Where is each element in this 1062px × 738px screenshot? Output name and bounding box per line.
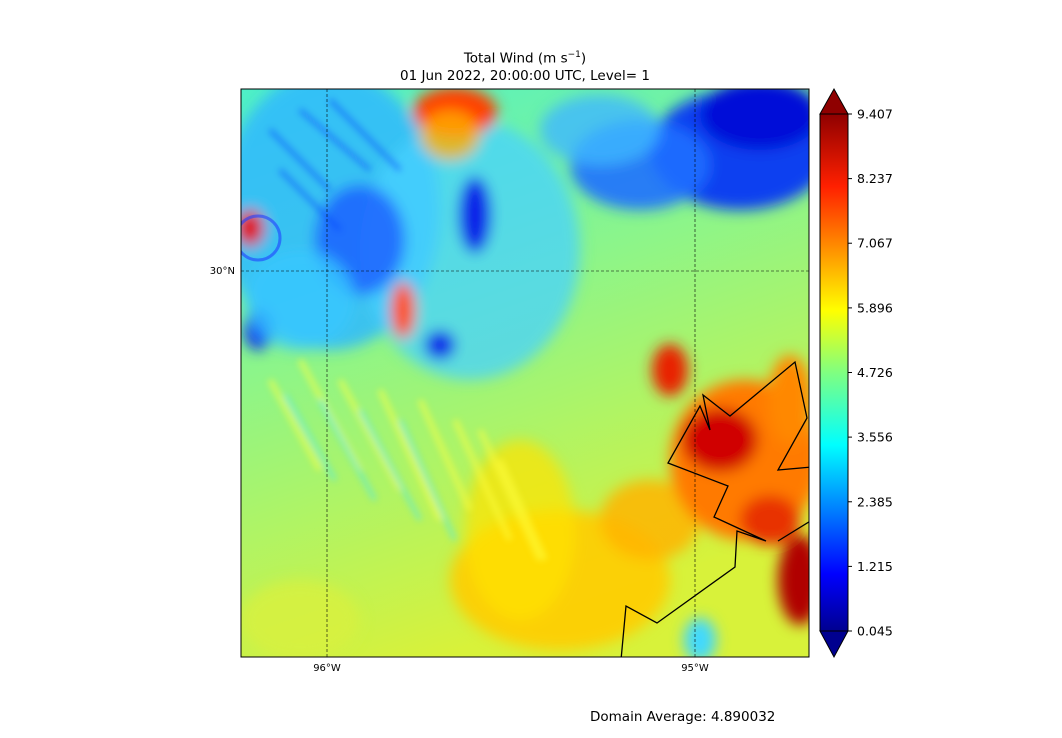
colorbar-bar [819,113,849,632]
colorbar-tick-label: 1.215 [857,559,893,574]
domain-average: Domain Average: 4.890032 [590,709,776,725]
colorbar-ticks: 9.407 8.237 7.067 5.896 4.726 3.556 2.385 1.215… [848,107,893,639]
colorbar-tick-label: 9.407 [857,107,893,122]
colorbar-tick-label: 7.067 [857,236,893,251]
colorbar-tick-label: 3.556 [857,430,893,445]
colorbar-tick-label: 0.045 [857,624,893,639]
colorbar-extend-max [819,87,849,115]
lat-label-30n: 30°N [210,266,235,277]
colorbar-tick-label: 8.237 [857,171,893,186]
colorbar-extend-min [819,630,849,659]
title-line-1: Total Wind (m s−1) [463,50,587,67]
colorbar-tick-label: 5.896 [857,300,893,315]
colorbar-tick-label: 2.385 [857,494,893,509]
wind-speed-field [241,89,809,657]
colorbar: 9.407 8.237 7.067 5.896 4.726 3.556 2.385 1.215… [819,87,893,659]
title-line-2: 01 Jun 2022, 20:00:00 UTC, Level= 1 [400,67,650,84]
map-title: Total Wind (m s−1) 01 Jun 2022, 20:00:00… [240,47,810,85]
coastline [620,360,809,657]
lon-label-95w: 95°W [681,663,709,674]
lon-label-96w: 96°W [313,663,341,674]
map-frame [240,88,810,658]
colorbar-tick-label: 4.726 [857,365,893,380]
